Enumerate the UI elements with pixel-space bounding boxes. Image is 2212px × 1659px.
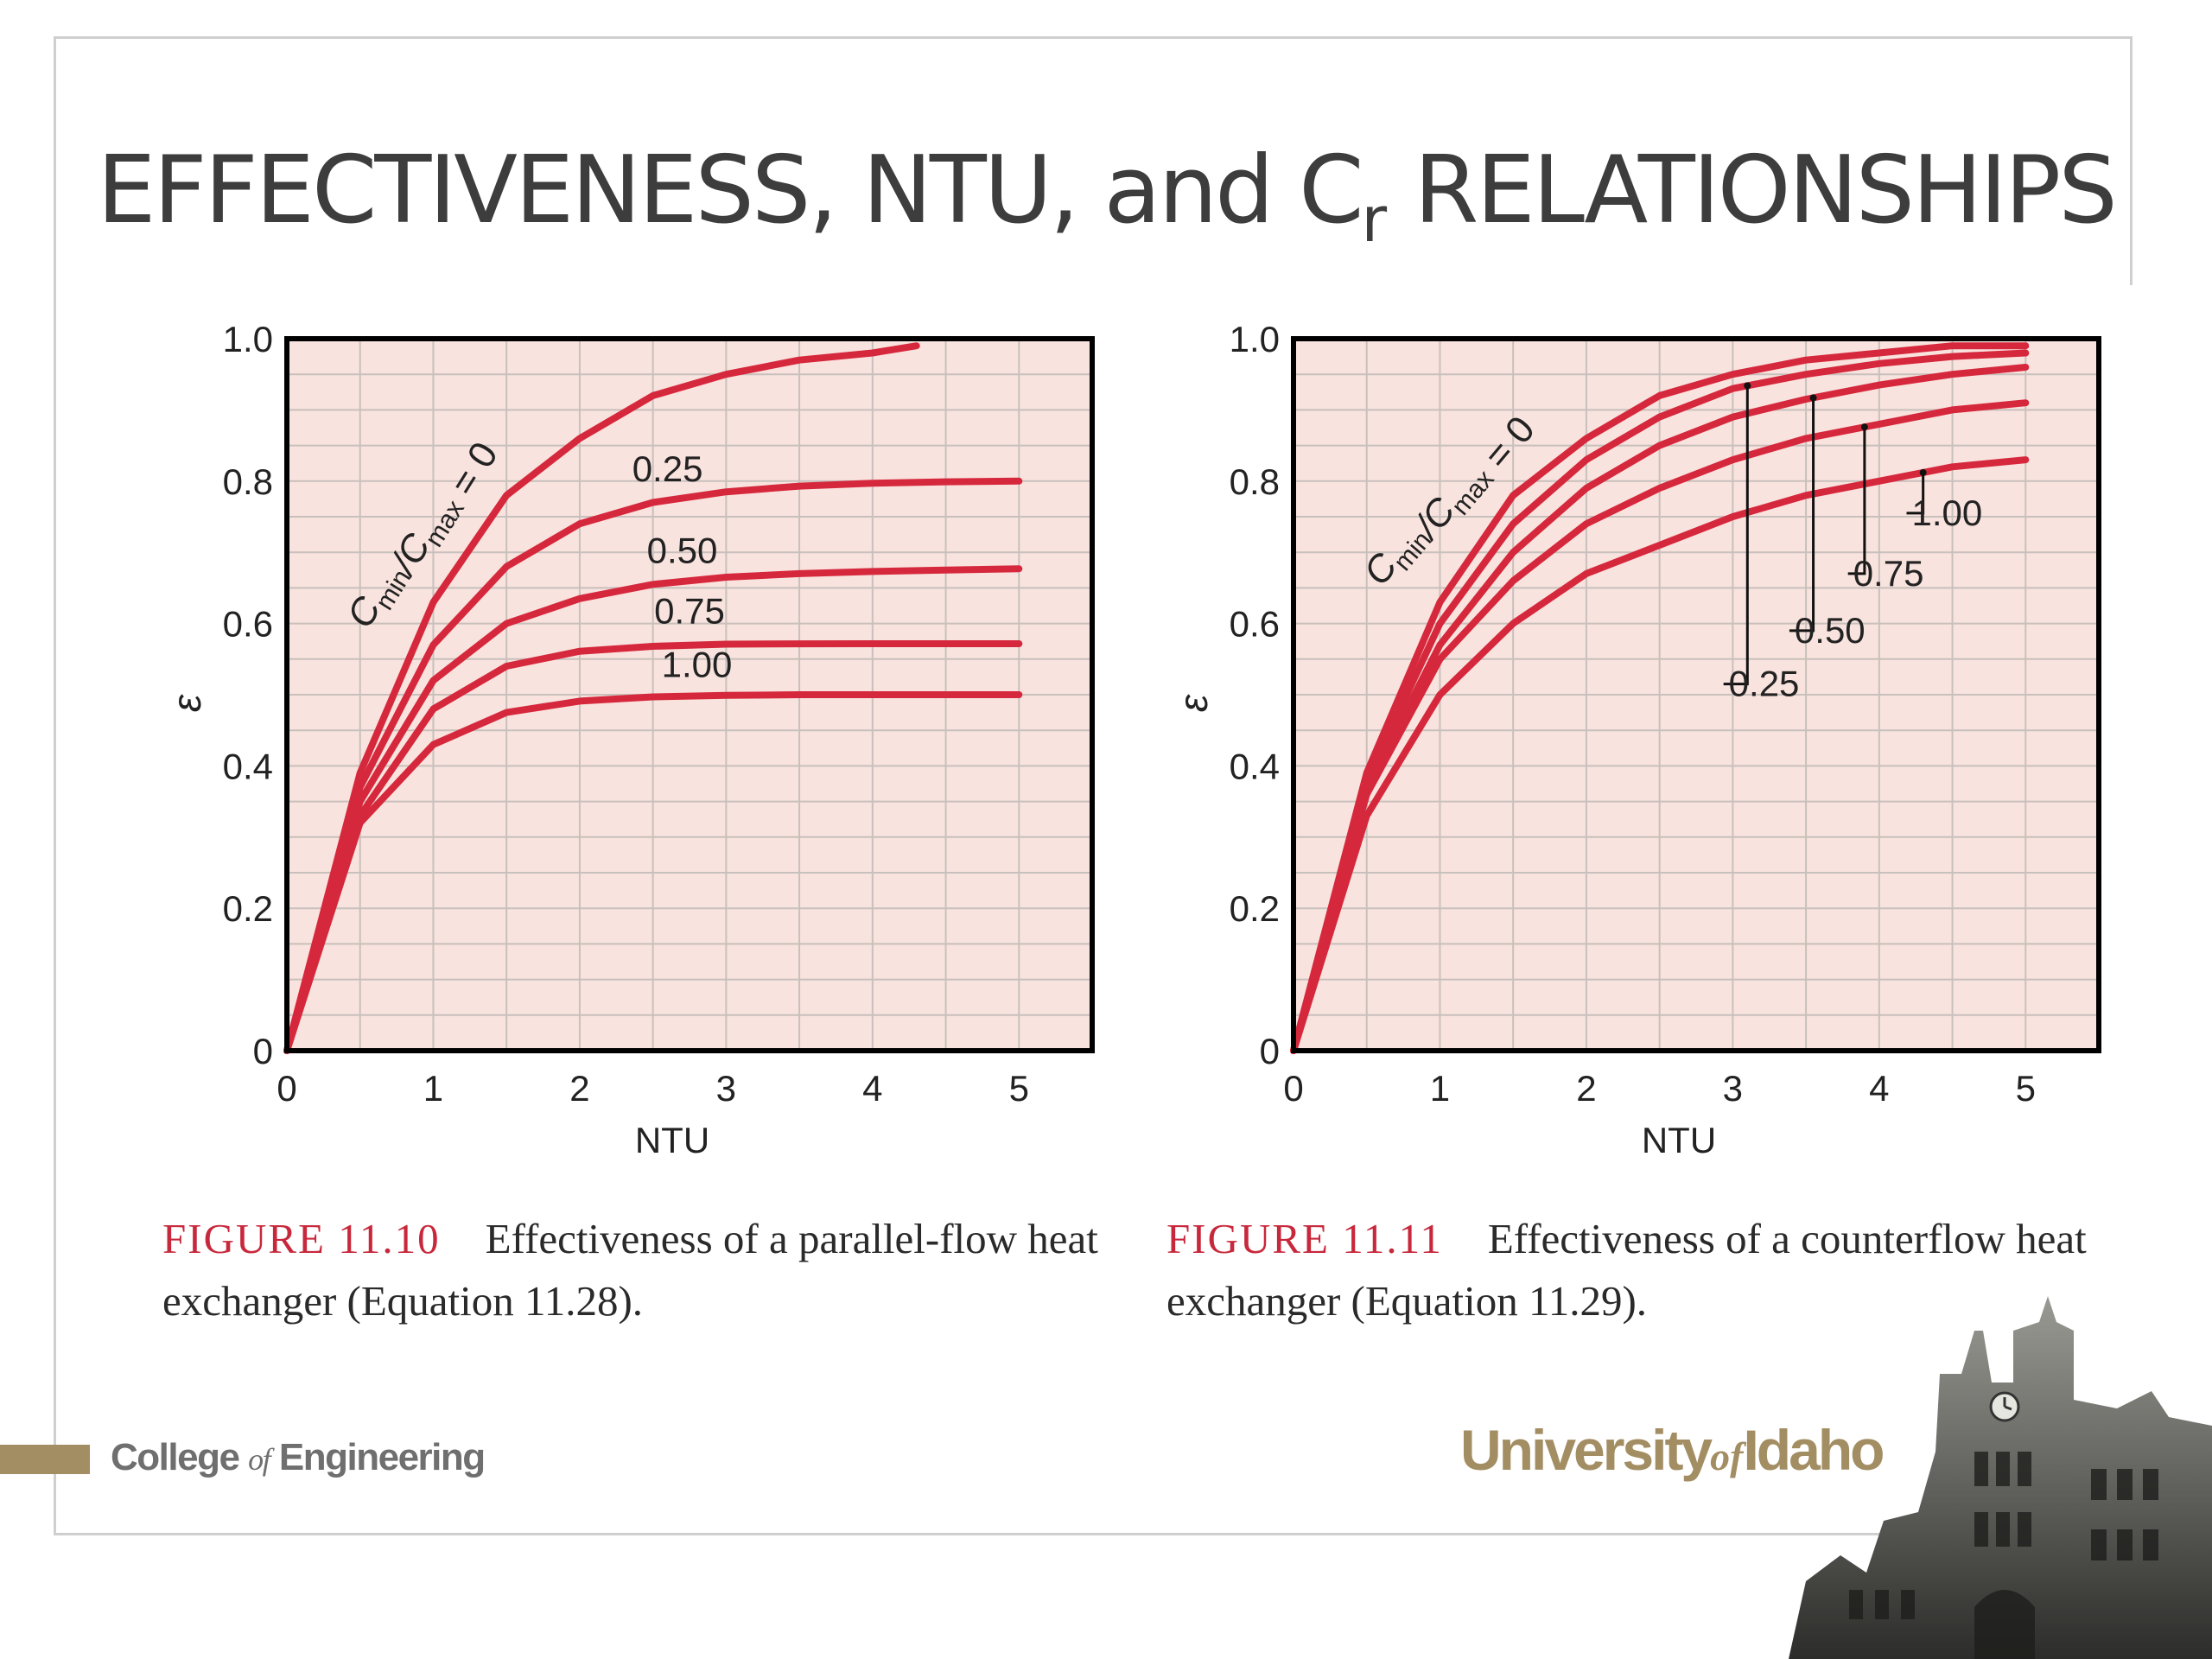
series-line-1-00 — [283, 691, 1023, 1054]
series-line-0-25 — [1290, 349, 2030, 1054]
y-tick-label: 1.0 — [223, 319, 273, 359]
leader-dot — [1809, 394, 1817, 402]
y-tick-label: 0.6 — [223, 604, 273, 645]
x-tick-label: 0 — [1283, 1068, 1303, 1109]
x-tick-label: 0 — [276, 1068, 296, 1109]
plot-frame — [1291, 336, 2101, 1053]
y-tick-label: 0.4 — [1230, 746, 1280, 786]
x-tick-label: 2 — [1576, 1068, 1596, 1109]
x-tick-label: 1 — [1430, 1068, 1450, 1109]
x-tick-label: 5 — [2016, 1068, 2036, 1109]
x-tick-label: 1 — [423, 1068, 443, 1109]
series-line-1-00 — [1290, 456, 2030, 1054]
y-tick-label: 0 — [253, 1031, 273, 1071]
caption-text: Effectiveness of a counterflow heat exch… — [1166, 1215, 2087, 1325]
x-tick-label: 4 — [862, 1068, 882, 1109]
university-of-idaho-logo: UniversityofIdaho — [1460, 1418, 1885, 1482]
series-line-0-75 — [1290, 399, 2030, 1054]
series-line-0-50 — [1290, 364, 2030, 1054]
figure-label: FIGURE 11.10 — [162, 1215, 441, 1262]
series-line-0 — [283, 342, 920, 1054]
caption-text: Effectiveness of a parallel-flow heat ex… — [162, 1215, 1098, 1325]
series-label-0-50: 0.50 — [647, 531, 718, 571]
x-axis-title: NTU — [1642, 1120, 1716, 1160]
y-tick-label: 0.4 — [223, 746, 273, 786]
y-axis-title: ε — [164, 694, 209, 712]
series-label-0-25: 0.25 — [632, 448, 703, 489]
x-tick-label: 2 — [569, 1068, 589, 1109]
leader-dot — [1860, 423, 1868, 431]
caption-counterflow: FIGURE 11.11 Effectiveness of a counterfl… — [1166, 1208, 2160, 1332]
x-tick-label: 3 — [1723, 1068, 1743, 1109]
series-label-1-00: 1.00 — [1911, 493, 1982, 533]
y-tick-label: 0.8 — [223, 461, 273, 502]
x-tick-label: 5 — [1009, 1068, 1029, 1109]
series-label-0-75: 0.75 — [654, 591, 725, 632]
caption-parallel-flow: FIGURE 11.10 Effectiveness of a parallel-… — [162, 1208, 1130, 1332]
y-axis-title: ε — [1171, 694, 1216, 712]
leader-line-0-75 — [1847, 427, 1866, 575]
slide-title: EFFECTIVENESS, NTU, and Cr RELATIONSHIPS — [0, 137, 2212, 256]
series-label-0-75: 0.75 — [1853, 553, 1924, 594]
series-label-1-00: 1.00 — [662, 644, 733, 684]
slide-frame-gap — [2127, 285, 2139, 1408]
series-line-0 — [1290, 342, 2030, 1054]
leader-line-1-00 — [1906, 472, 1925, 515]
title-subscript: r — [1361, 183, 1388, 256]
footer-accent-bar — [0, 1445, 90, 1474]
leader-line-0-25 — [1723, 385, 1749, 686]
y-tick-label: 0.2 — [223, 888, 273, 929]
x-tick-label: 4 — [1869, 1068, 1889, 1109]
y-tick-label: 1.0 — [1230, 319, 1280, 359]
x-axis-title: NTU — [635, 1120, 709, 1160]
y-tick-label: 0 — [1260, 1031, 1280, 1071]
plot-frame — [284, 336, 1095, 1053]
title-rest: RELATIONSHIPS — [1387, 137, 2117, 245]
title-main: EFFECTIVENESS, NTU, and C — [97, 137, 1363, 245]
series-line-0-25 — [283, 477, 1023, 1054]
university-building-photo — [1789, 1296, 2212, 1659]
leader-line-0-50 — [1789, 397, 1815, 632]
y-tick-label: 0.6 — [1230, 604, 1280, 645]
y-tick-label: 0.8 — [1230, 461, 1280, 502]
series-line-0-50 — [283, 565, 1023, 1054]
leader-dot — [1744, 382, 1751, 390]
series-label-0-25: 0.25 — [1729, 664, 1800, 704]
x-tick-label: 3 — [716, 1068, 736, 1109]
series-label-0-50: 0.50 — [1795, 610, 1866, 651]
college-of-engineering-logo: College of Engineering — [111, 1436, 486, 1478]
y-tick-label: 0.2 — [1230, 888, 1280, 929]
series-line-0-75 — [283, 640, 1023, 1054]
leader-dot — [1919, 468, 1927, 476]
figure-label: FIGURE 11.11 — [1166, 1215, 1443, 1262]
